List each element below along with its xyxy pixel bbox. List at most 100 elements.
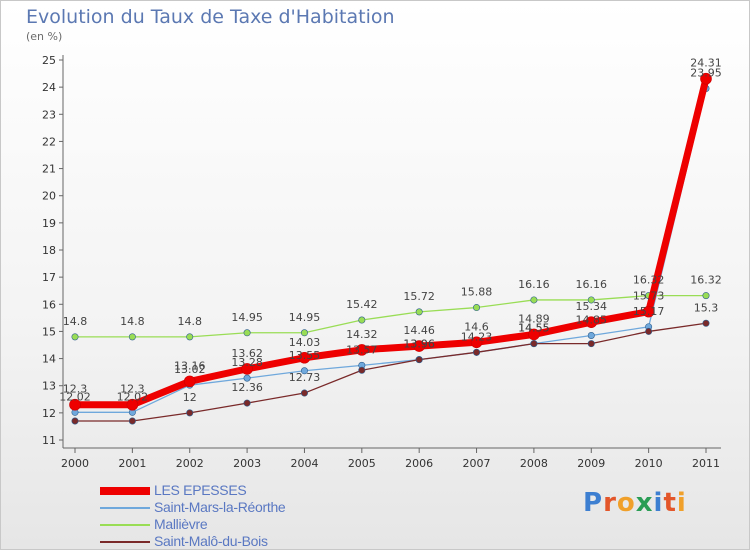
- data-point: [470, 336, 483, 349]
- data-label: 14.95: [231, 311, 263, 324]
- data-point: [356, 344, 368, 356]
- data-label: 12: [183, 391, 197, 404]
- y-tick-label: 25: [42, 54, 56, 67]
- data-label: 23.95: [690, 67, 722, 80]
- data-point: [71, 417, 79, 425]
- proxiti-logo: Proxiti: [583, 488, 687, 518]
- data-point: [358, 366, 366, 374]
- x-tick-label: 2007: [463, 457, 491, 470]
- data-label: 14.23: [461, 330, 493, 343]
- data-label: 12.02: [117, 390, 149, 403]
- data-point: [587, 296, 595, 304]
- data-point: [585, 316, 598, 329]
- x-tick-label: 2008: [520, 457, 548, 470]
- logo-letter: P: [583, 488, 604, 518]
- data-label: 16.16: [576, 278, 608, 291]
- y-tick-label: 24: [42, 81, 56, 94]
- data-label: 13.16: [174, 359, 206, 372]
- data-label: 13.57: [346, 343, 378, 356]
- data-label: 13.28: [231, 356, 263, 369]
- x-tick-label: 2011: [692, 457, 720, 470]
- data-label: 13.96: [403, 338, 435, 351]
- x-tick-label: 2006: [405, 457, 433, 470]
- data-label: 13.55: [289, 349, 321, 362]
- data-label: 16.32: [690, 274, 722, 287]
- data-label: 15.3: [694, 301, 719, 314]
- data-point: [473, 304, 481, 312]
- data-point: [69, 398, 81, 411]
- logo-letter: o: [616, 488, 636, 518]
- data-point: [587, 331, 595, 339]
- data-point: [415, 308, 423, 316]
- legend: LES EPESSES Saint-Mars-la-Réorthe Malliè…: [100, 482, 360, 550]
- data-point: [530, 296, 538, 304]
- data-point: [128, 333, 136, 341]
- data-label: 15.17: [633, 305, 665, 318]
- data-point: [128, 417, 136, 425]
- y-tick-label: 12: [42, 407, 56, 420]
- x-tick-label: 2000: [61, 457, 89, 470]
- y-tick-label: 18: [42, 244, 56, 257]
- data-label: 15.42: [346, 298, 378, 311]
- legend-swatch-saint-mars: [100, 507, 150, 509]
- legend-item-mallievre[interactable]: Mallièvre: [100, 516, 360, 533]
- data-label: 14.8: [63, 315, 88, 328]
- x-tick-label: 2001: [118, 457, 146, 470]
- data-point: [241, 363, 253, 375]
- data-label: 12.02: [59, 390, 91, 403]
- data-point: [358, 316, 366, 324]
- data-point: [300, 329, 308, 337]
- data-label: 14.55: [518, 322, 550, 335]
- data-label: 14.55: [518, 322, 550, 335]
- logo-letter: r: [603, 488, 617, 518]
- chart-title: Evolution du Taux de Taxe d'Habitation: [26, 6, 395, 28]
- data-point: [702, 319, 710, 327]
- logo-letter: i: [653, 488, 664, 518]
- y-tick-label: 14: [42, 353, 56, 366]
- data-label: 16.32: [633, 274, 665, 287]
- data-label: 15.34: [576, 300, 608, 313]
- data-point: [413, 340, 425, 352]
- data-label: 12.36: [231, 381, 263, 394]
- logo-letter: t: [663, 488, 677, 518]
- y-tick-label: 21: [42, 163, 56, 176]
- x-tick-label: 2010: [635, 457, 663, 470]
- legend-item-saint-mars-la-reorthe[interactable]: Saint-Mars-la-Réorthe: [100, 499, 360, 516]
- data-label: 12.3: [120, 383, 145, 396]
- data-label: 12.73: [289, 371, 321, 384]
- data-label: 14.85: [576, 314, 608, 327]
- unit-label: (en %): [26, 30, 63, 43]
- data-point: [71, 333, 79, 341]
- x-tick-label: 2003: [233, 457, 261, 470]
- legend-swatch-les-epesses: [100, 487, 150, 495]
- series-line-2: [75, 294, 706, 338]
- y-tick-label: 16: [42, 298, 56, 311]
- legend-item-saint-malo-du-bois[interactable]: Saint-Malô-du-Bois: [100, 533, 360, 550]
- data-label: 13.96: [403, 338, 435, 351]
- y-tick-label: 17: [42, 271, 56, 284]
- data-point: [300, 389, 308, 397]
- data-point: [473, 348, 481, 356]
- data-point: [415, 356, 423, 364]
- data-point: [587, 340, 595, 348]
- series-line-1: [75, 88, 707, 413]
- data-point: [243, 399, 251, 407]
- legend-label: Mallièvre: [154, 516, 208, 532]
- legend-label: Saint-Malô-du-Bois: [154, 533, 268, 549]
- data-label: 13.02: [174, 363, 206, 376]
- legend-swatch-mallievre: [100, 524, 150, 526]
- data-point: [186, 409, 194, 417]
- data-point: [126, 398, 139, 411]
- data-label: 14.6: [464, 320, 489, 333]
- x-tick-label: 2009: [577, 457, 605, 470]
- y-tick-label: 23: [42, 108, 56, 121]
- data-label: 15.72: [403, 290, 435, 303]
- y-tick-label: 19: [42, 217, 56, 230]
- y-tick-label: 13: [42, 380, 56, 393]
- data-point: [186, 333, 194, 341]
- legend-item-les-epesses[interactable]: LES EPESSES: [100, 482, 360, 499]
- data-point: [702, 292, 710, 300]
- y-tick-label: 22: [42, 135, 56, 148]
